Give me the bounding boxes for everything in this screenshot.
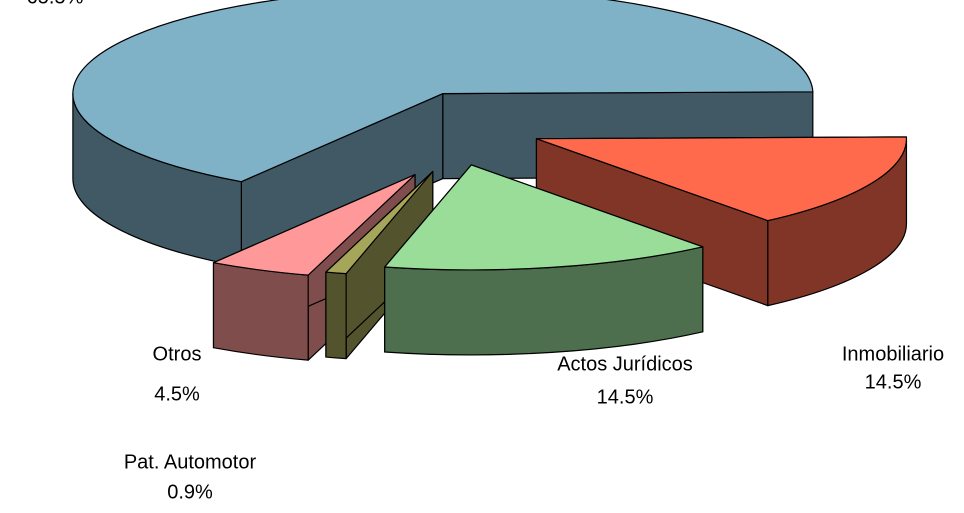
slice-value-label: 0.9% [167, 481, 213, 503]
slice [535, 136, 908, 307]
slice-top [72, 0, 814, 183]
slice-label: Otros [153, 343, 202, 365]
slice-value-label: 65.5% [27, 0, 84, 8]
slice [72, 0, 814, 268]
slice-value-label: 14.5% [597, 386, 654, 408]
slice-value-label: 4.5% [154, 383, 200, 405]
slice-value-label: 14.5% [865, 371, 922, 393]
slice-top [384, 164, 704, 271]
slice-top [212, 174, 416, 276]
slice-side [325, 271, 347, 360]
slice-label: Pat. Automotor [124, 451, 257, 473]
slice-top [325, 170, 434, 275]
slice-label: Inmobiliario [842, 343, 944, 365]
slice-top [535, 136, 908, 222]
slice [384, 164, 704, 356]
slice-label: Actos Jurídicos [557, 353, 693, 375]
slice-side [212, 262, 309, 361]
